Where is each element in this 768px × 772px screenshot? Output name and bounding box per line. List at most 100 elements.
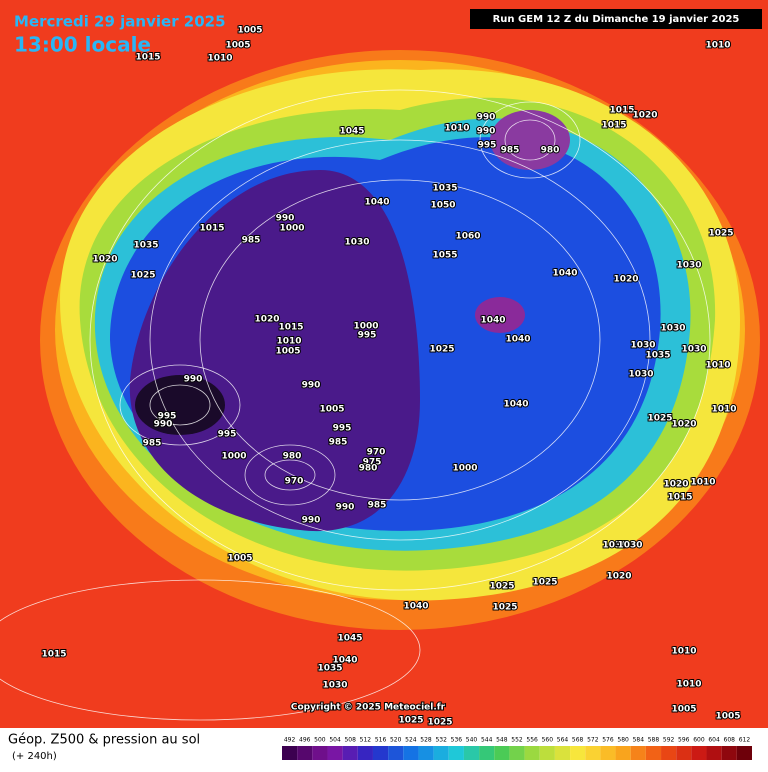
pressure-label: 1025 bbox=[532, 578, 557, 588]
pressure-label: 1035 bbox=[432, 184, 457, 194]
scale-swatch bbox=[524, 746, 540, 760]
pressure-label: 990 bbox=[302, 516, 321, 526]
copyright: Copyright © 2025 Meteociel.fr bbox=[291, 703, 446, 713]
pressure-label: 970 bbox=[367, 448, 386, 458]
pressure-label: 1030 bbox=[630, 341, 655, 351]
pressure-label: 1020 bbox=[663, 480, 688, 490]
pressure-label: 985 bbox=[242, 236, 261, 246]
scale-swatch bbox=[721, 746, 737, 760]
pressure-label: 1055 bbox=[432, 251, 457, 261]
scale-label: 576 bbox=[602, 737, 614, 744]
pressure-label: 1030 bbox=[322, 681, 347, 691]
scale-label: 500 bbox=[314, 737, 326, 744]
low-core-2 bbox=[490, 110, 570, 170]
scale-label: 516 bbox=[375, 737, 387, 744]
scale-label: 528 bbox=[420, 737, 432, 744]
pressure-label: 1010 bbox=[276, 337, 301, 347]
scale-swatch bbox=[448, 746, 464, 760]
pressure-label: 1005 bbox=[227, 554, 252, 564]
pressure-label: 1000 bbox=[353, 322, 378, 332]
pressure-label: 1005 bbox=[275, 347, 300, 357]
pressure-label: 1025 bbox=[429, 345, 454, 355]
pressure-label: 1010 bbox=[705, 41, 730, 51]
scale-swatch bbox=[615, 746, 631, 760]
pressure-label: 1045 bbox=[337, 634, 362, 644]
pressure-label: 1060 bbox=[455, 232, 480, 242]
scale-swatch bbox=[418, 746, 434, 760]
scale-swatch bbox=[676, 746, 692, 760]
scale-label: 520 bbox=[390, 737, 402, 744]
pressure-label: 1040 bbox=[552, 269, 577, 279]
scale-label: 524 bbox=[405, 737, 417, 744]
footer-lead: (+ 240h) bbox=[12, 751, 57, 762]
pressure-label: 1025 bbox=[647, 414, 672, 424]
scale-label: 496 bbox=[299, 737, 311, 744]
pressure-label: 970 bbox=[285, 477, 304, 487]
scale-label: 580 bbox=[617, 737, 629, 744]
pressure-label: 1010 bbox=[444, 124, 469, 134]
pressure-label: 980 bbox=[283, 452, 302, 462]
pressure-label: 995 bbox=[218, 430, 237, 440]
pressure-label: 1040 bbox=[332, 656, 357, 666]
pressure-label: 990 bbox=[184, 375, 203, 385]
pressure-label: 1040 bbox=[403, 602, 428, 612]
scale-swatch bbox=[372, 746, 389, 760]
pressure-label: 1005 bbox=[715, 712, 740, 722]
scale-swatch bbox=[342, 746, 358, 760]
pressure-label: 1025 bbox=[492, 603, 517, 613]
scale-label: 572 bbox=[587, 737, 599, 744]
run-label: Run GEM 12 Z du Dimanche 19 janvier 2025 bbox=[493, 14, 740, 25]
pressure-label: 1050 bbox=[430, 201, 455, 211]
scale-swatch bbox=[600, 746, 616, 760]
scale-swatch bbox=[297, 746, 313, 760]
scale-swatch bbox=[388, 746, 404, 760]
pressure-label: 1015 bbox=[609, 106, 634, 116]
pressure-label: 1020 bbox=[92, 255, 117, 265]
pressure-label: 985 bbox=[368, 501, 387, 511]
pressure-label: 1020 bbox=[613, 275, 638, 285]
pressure-label: 1035 bbox=[317, 664, 342, 674]
scale-label: 596 bbox=[678, 737, 690, 744]
scale-label: 612 bbox=[739, 737, 751, 744]
pressure-labels: 1005100510101015101010459909901010101510… bbox=[40, 25, 741, 729]
scale-label: 544 bbox=[481, 737, 493, 744]
pressure-label: 995 bbox=[333, 424, 352, 434]
pressure-label: 985 bbox=[501, 146, 520, 156]
scale-label: 548 bbox=[496, 737, 508, 744]
pressure-label: 1015 bbox=[41, 650, 66, 660]
pressure-label: 1015 bbox=[135, 53, 160, 63]
pressure-label: 995 bbox=[358, 331, 377, 341]
pressure-label: 975 bbox=[363, 458, 382, 468]
footer-title: Géop. Z500 & pression au sol bbox=[8, 733, 200, 748]
scale-swatch bbox=[463, 746, 480, 760]
pressure-label: 1020 bbox=[671, 420, 696, 430]
scale-swatch bbox=[539, 746, 555, 760]
run-box bbox=[470, 9, 762, 29]
scale-label: 564 bbox=[557, 737, 569, 744]
scale-swatch bbox=[357, 746, 373, 760]
scale-swatch bbox=[282, 746, 298, 760]
scale-swatch bbox=[570, 746, 586, 760]
pressure-label: 1015 bbox=[601, 121, 626, 131]
pressure-label: 1040 bbox=[505, 335, 530, 345]
pressure-label: 1030 bbox=[676, 261, 701, 271]
pressure-label: 1005 bbox=[237, 26, 262, 36]
pressure-label: 980 bbox=[359, 464, 378, 474]
pressure-label: 1025 bbox=[398, 716, 423, 726]
time-label: 13:00 locale bbox=[14, 33, 151, 57]
pressure-label: 1030 bbox=[617, 541, 642, 551]
scale-label: 504 bbox=[329, 737, 341, 744]
pressure-label: 1000 bbox=[279, 224, 304, 234]
pressure-label: 1040 bbox=[480, 316, 505, 326]
pressure-label: 990 bbox=[477, 113, 496, 123]
scale-swatch bbox=[736, 746, 752, 760]
scale-swatch bbox=[327, 746, 343, 760]
isobars bbox=[0, 89, 711, 721]
pressure-label: 985 bbox=[329, 438, 348, 448]
scale-swatch bbox=[494, 746, 510, 760]
scale-swatch bbox=[691, 746, 707, 760]
scale-swatch bbox=[630, 746, 646, 760]
pressure-label: 1025 bbox=[427, 718, 452, 728]
pressure-label: 1025 bbox=[489, 582, 514, 592]
